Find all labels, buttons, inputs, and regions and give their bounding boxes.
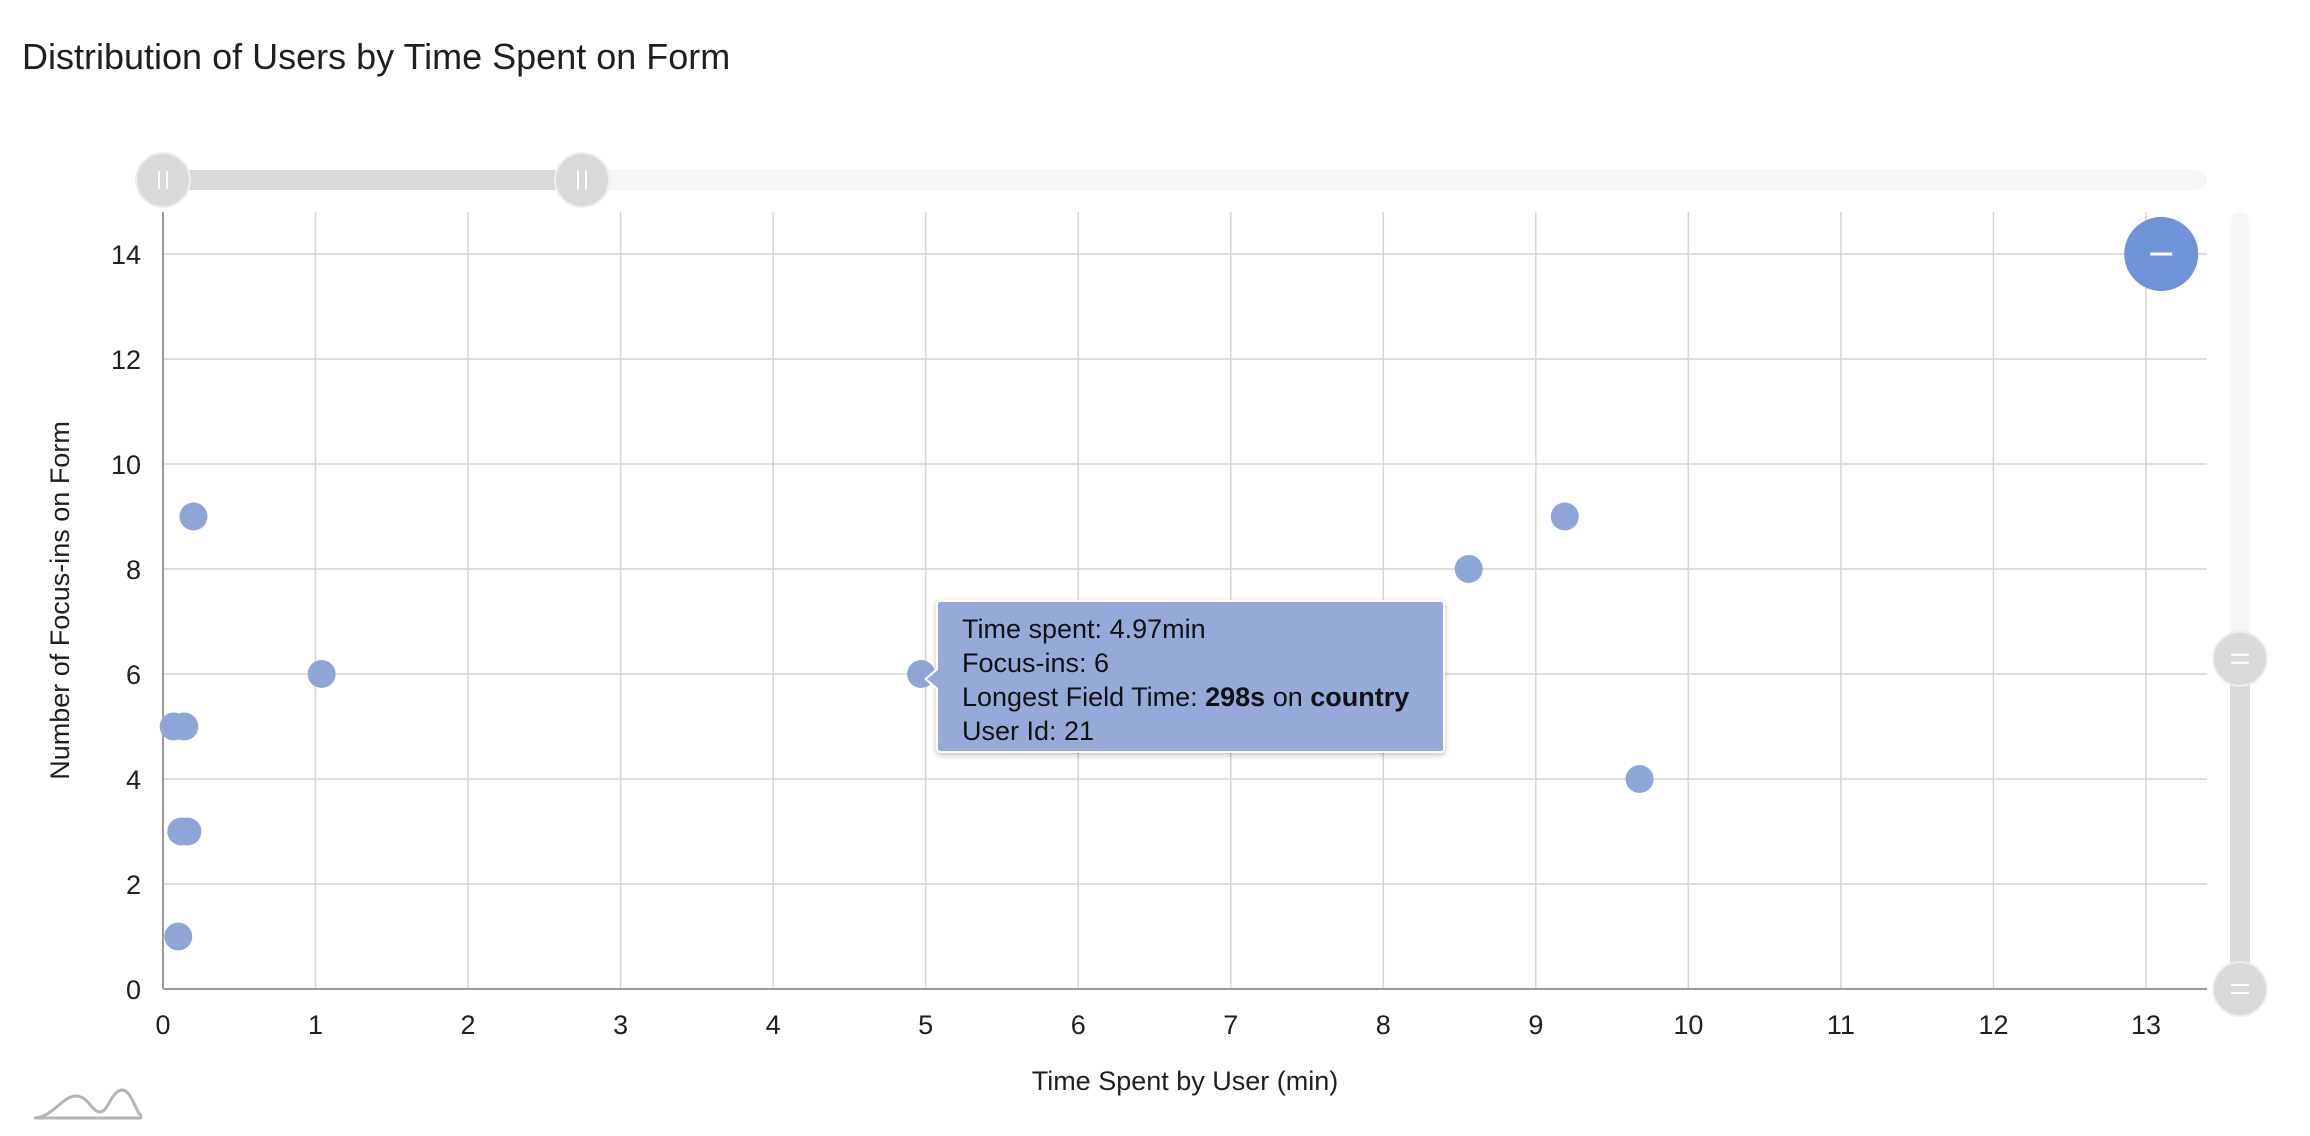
- y-axis-title: Number of Focus-ins on Form: [45, 421, 75, 780]
- y-tick-label: 12: [111, 345, 141, 375]
- tooltip-pointer: [924, 667, 939, 691]
- data-point[interactable]: [1625, 765, 1654, 793]
- grip-handle[interactable]: [554, 152, 611, 208]
- data-point[interactable]: [1454, 555, 1483, 583]
- grip-handle[interactable]: [135, 152, 191, 208]
- scrollbar-grip[interactable]: [554, 152, 611, 208]
- x-tick-label: 7: [1223, 1010, 1238, 1040]
- axes: [162, 212, 2207, 990]
- data-point[interactable]: [179, 502, 208, 531]
- data-point[interactable]: [307, 660, 336, 688]
- x-tick-label: 5: [918, 1010, 933, 1040]
- y-tick-label: 14: [111, 240, 141, 270]
- tooltip-line-user: User Id: 21: [962, 716, 1095, 746]
- x-axis-ticks: 0 1 2 3 4 5 6 7 8 9 10 11 12 13: [155, 1010, 2161, 1040]
- x-tick-label: 11: [1827, 1010, 1855, 1040]
- x-tick-label: 13: [2131, 1010, 2161, 1040]
- x-tick-label: 9: [1528, 1010, 1543, 1040]
- chart-logo[interactable]: [33, 1088, 143, 1120]
- x-tick-label: 12: [1978, 1010, 2008, 1040]
- tooltip-line-focus: Focus-ins: 6: [962, 648, 1110, 678]
- grip-icon: [577, 171, 588, 189]
- x-tick-label: 3: [613, 1010, 628, 1040]
- y-tick-label: 0: [126, 975, 141, 1005]
- horizontal-scrollbar[interactable]: [135, 152, 2207, 208]
- amcharts-logo-icon: [33, 1088, 143, 1120]
- x-tick-label: 2: [461, 1010, 476, 1040]
- y-axis-ticks: 0 2 4 6 8 10 12 14: [111, 240, 141, 1005]
- grip-handle[interactable]: [2212, 630, 2268, 687]
- vertical-scrollbar[interactable]: [2212, 212, 2268, 1017]
- x-tick-label: 1: [308, 1010, 323, 1040]
- tooltip-line-field: Longest Field Time: 298s on country: [962, 682, 1410, 712]
- data-point[interactable]: [1550, 502, 1579, 531]
- grip-icon: [2231, 984, 2249, 994]
- data-point[interactable]: [173, 817, 202, 846]
- x-tick-label: 8: [1376, 1010, 1391, 1040]
- x-tick-label: 6: [1071, 1010, 1086, 1040]
- y-tick-label: 4: [126, 765, 141, 795]
- scrollbar-grip[interactable]: [2212, 961, 2268, 1017]
- scrollbar-thumb[interactable]: [163, 170, 583, 190]
- data-point-tooltip: Time spent: 4.97min Focus-ins: 6 Longest…: [924, 600, 1445, 753]
- grid-lines: [163, 212, 2207, 989]
- x-tick-label: 10: [1673, 1010, 1703, 1040]
- zoom-out-bubble[interactable]: [2124, 217, 2199, 291]
- data-point[interactable]: [164, 922, 193, 951]
- y-tick-label: 8: [126, 555, 141, 585]
- tooltip-line-time: Time spent: 4.97min: [962, 614, 1206, 644]
- scrollbar-track: [163, 170, 2207, 190]
- scrollbar-thumb[interactable]: [2230, 658, 2250, 989]
- grip-icon: [158, 171, 168, 189]
- data-point[interactable]: [170, 712, 199, 741]
- x-tick-label: 0: [155, 1010, 170, 1040]
- scrollbar-grip[interactable]: [2212, 630, 2268, 687]
- y-tick-label: 2: [126, 870, 141, 900]
- x-axis-title: Time Spent by User (min): [1032, 1066, 1339, 1096]
- grip-icon: [2231, 653, 2249, 664]
- chart-title: Distribution of Users by Time Spent on F…: [22, 36, 731, 77]
- scrollbar-grip[interactable]: [135, 152, 191, 208]
- y-tick-label: 6: [126, 660, 141, 690]
- x-tick-label: 4: [766, 1010, 781, 1040]
- grip-handle[interactable]: [2212, 961, 2268, 1017]
- y-tick-label: 10: [111, 450, 141, 480]
